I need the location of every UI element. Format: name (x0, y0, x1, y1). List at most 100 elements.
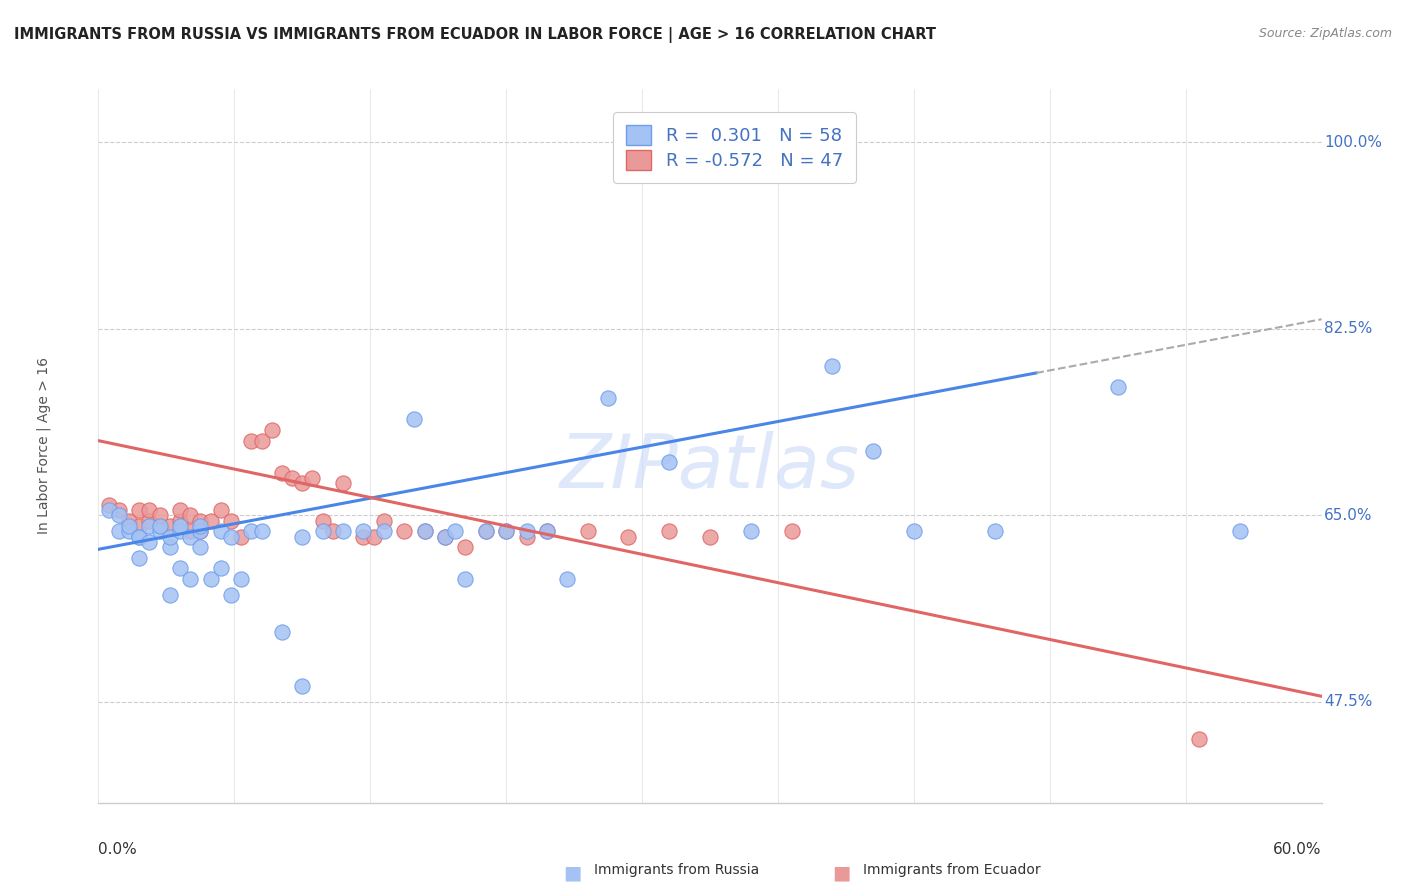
Point (312, 524, 335, 539)
Point (454, 540, 477, 554)
Point (658, 524, 681, 539)
Point (474, 524, 498, 539)
Point (1188, 731, 1211, 746)
Point (138, 503, 160, 517)
Point (200, 572, 222, 586)
Text: Immigrants from Ecuador: Immigrants from Ecuador (863, 863, 1040, 878)
Point (169, 561, 191, 575)
Point (444, 524, 467, 539)
Point (149, 519, 172, 533)
Point (312, 514, 335, 528)
Point (209, 524, 232, 539)
Point (250, 434, 273, 448)
Point (474, 524, 498, 539)
Point (219, 588, 242, 602)
Legend: R =  0.301   N = 58, R = -0.572   N = 47: R = 0.301 N = 58, R = -0.572 N = 47 (613, 112, 856, 183)
Point (188, 514, 212, 528)
Point (516, 524, 538, 539)
Point (159, 519, 181, 533)
Text: ■: ■ (564, 863, 582, 882)
Point (495, 524, 517, 539)
Point (188, 519, 212, 533)
Point (1107, 380, 1129, 394)
Point (699, 146, 721, 161)
Point (209, 503, 232, 517)
Text: 65.0%: 65.0% (1324, 508, 1372, 523)
Point (179, 529, 201, 543)
Point (128, 503, 150, 517)
Point (128, 529, 150, 543)
Point (555, 572, 579, 586)
Point (128, 550, 150, 565)
Point (179, 508, 201, 523)
Point (821, 359, 844, 373)
Point (516, 529, 538, 543)
Point (780, 524, 803, 539)
Point (188, 540, 212, 554)
Point (617, 529, 640, 543)
Point (128, 519, 150, 533)
Point (363, 529, 385, 543)
Point (352, 529, 374, 543)
Point (138, 514, 160, 528)
Point (138, 534, 160, 549)
Point (118, 524, 141, 539)
Point (128, 529, 150, 543)
Point (219, 514, 242, 528)
Point (281, 471, 304, 485)
Point (454, 572, 477, 586)
Point (862, 444, 884, 458)
Point (536, 524, 558, 539)
Point (536, 524, 558, 539)
Point (434, 529, 457, 543)
Point (270, 625, 294, 640)
Point (159, 540, 181, 554)
Point (392, 524, 416, 539)
Point (200, 514, 222, 528)
Point (231, 572, 253, 586)
Point (179, 524, 201, 539)
Point (291, 529, 314, 543)
Point (149, 519, 172, 533)
Text: ■: ■ (832, 863, 851, 882)
Point (118, 514, 141, 528)
Point (108, 524, 131, 539)
Point (598, 391, 620, 405)
Point (291, 679, 314, 693)
Text: Source: ZipAtlas.com: Source: ZipAtlas.com (1258, 27, 1392, 40)
Point (179, 572, 201, 586)
Point (270, 466, 294, 480)
Point (240, 434, 263, 448)
Text: In Labor Force | Age > 16: In Labor Force | Age > 16 (37, 358, 51, 534)
Point (159, 588, 181, 602)
Point (373, 524, 395, 539)
Point (209, 561, 232, 575)
Point (352, 524, 374, 539)
Point (260, 423, 283, 437)
Point (240, 524, 263, 539)
Point (159, 529, 181, 543)
Point (740, 524, 762, 539)
Text: 60.0%: 60.0% (1274, 842, 1322, 857)
Point (413, 524, 436, 539)
Point (97, 503, 120, 517)
Point (118, 519, 141, 533)
Point (332, 524, 354, 539)
Text: 47.5%: 47.5% (1324, 694, 1372, 709)
Point (188, 524, 212, 539)
Point (250, 524, 273, 539)
Point (188, 524, 212, 539)
Point (169, 519, 191, 533)
Point (138, 519, 160, 533)
Point (1229, 524, 1251, 539)
Point (658, 455, 681, 469)
Point (373, 514, 395, 528)
Point (169, 503, 191, 517)
Point (149, 508, 172, 523)
Point (332, 476, 354, 491)
Point (301, 471, 323, 485)
Point (404, 412, 426, 426)
Point (322, 524, 344, 539)
Point (219, 529, 242, 543)
Point (291, 476, 314, 491)
